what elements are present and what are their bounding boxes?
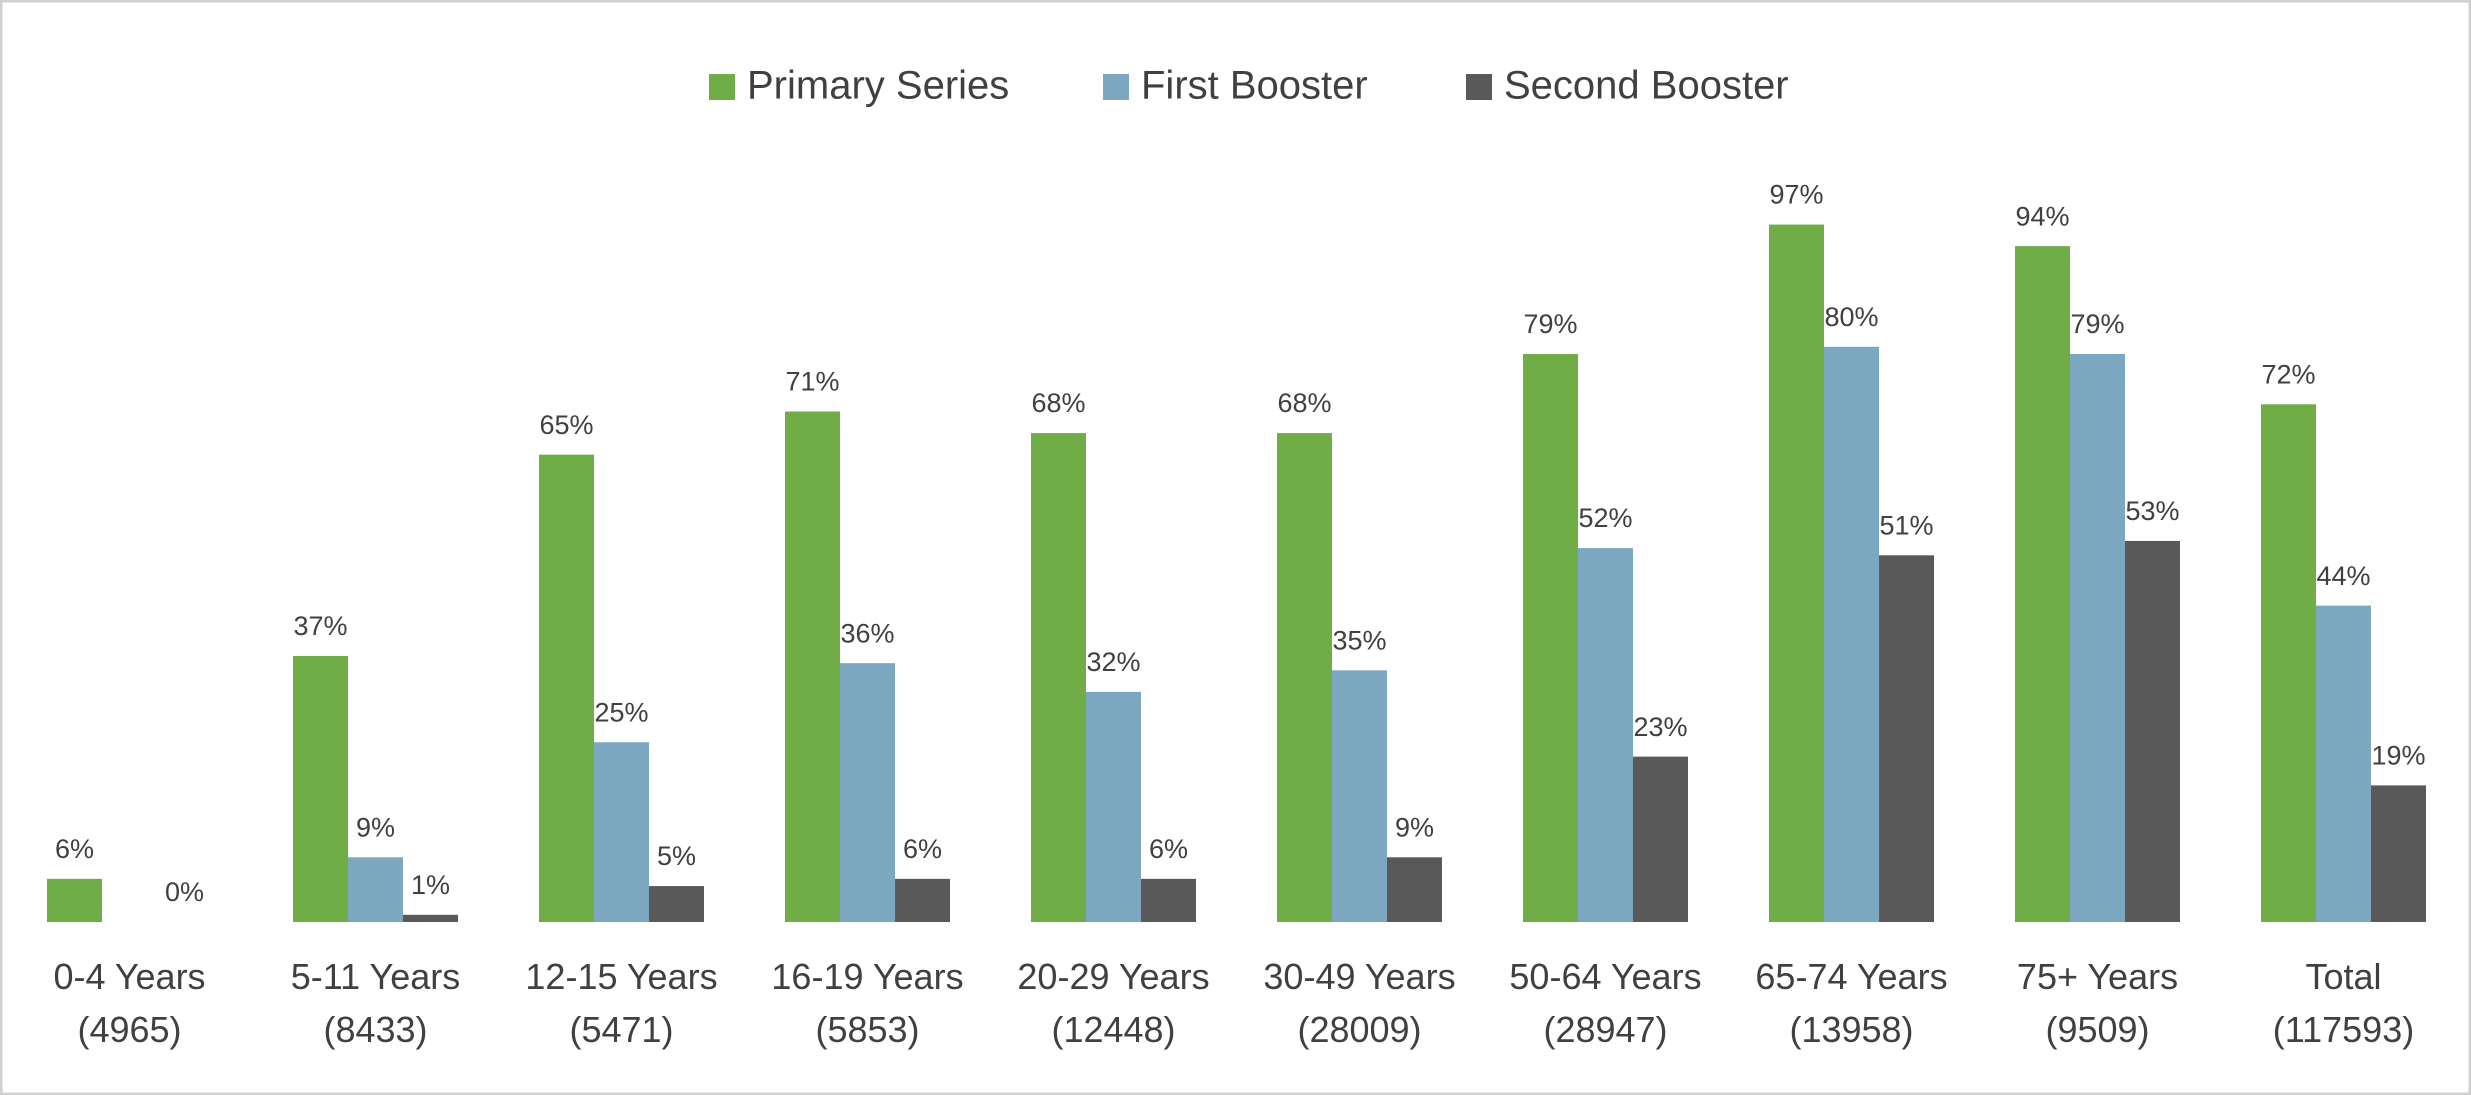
bar xyxy=(1141,878,1196,922)
bar xyxy=(1769,224,1824,922)
data-label: 9% xyxy=(356,812,395,842)
x-tick-label-line: 5-11 Years xyxy=(291,956,460,997)
data-label: 19% xyxy=(2371,741,2425,771)
legend-label: Primary Series xyxy=(747,64,1009,108)
bar xyxy=(293,655,348,922)
bar xyxy=(785,411,840,922)
data-label: 65% xyxy=(539,410,593,440)
data-label: 79% xyxy=(2070,309,2124,339)
data-label: 36% xyxy=(840,618,894,648)
x-tick-label: 65-74 Years (13958) xyxy=(1755,956,1947,1050)
data-label: 37% xyxy=(293,611,347,641)
bar xyxy=(2371,785,2426,922)
data-label: 53% xyxy=(2125,496,2179,526)
bar xyxy=(1879,555,1934,922)
data-label: 44% xyxy=(2316,561,2370,591)
x-tick-label-line: 0-4 Years xyxy=(53,956,205,997)
x-tick-label-line: Total xyxy=(2305,956,2381,997)
x-tick-label-line: (9509) xyxy=(2045,1009,2149,1050)
bar xyxy=(649,886,704,922)
x-tick-label-line: (12448) xyxy=(1051,1009,1175,1050)
x-tick-label-line: 16-19 Years xyxy=(771,956,963,997)
bar xyxy=(2261,404,2316,922)
bar xyxy=(1086,691,1141,922)
data-label: 80% xyxy=(1824,302,1878,332)
x-tick-label: 20-29 Years (12448) xyxy=(1017,956,1209,1050)
x-tick-label: Total (117593) xyxy=(2273,956,2414,1050)
bar xyxy=(840,663,895,922)
data-label: 6% xyxy=(55,834,94,864)
data-label: 25% xyxy=(594,697,648,727)
data-label: 68% xyxy=(1031,388,1085,418)
x-tick-label: 50-64 Years (28947) xyxy=(1509,956,1701,1050)
x-tick-label-line: (117593) xyxy=(2273,1009,2414,1050)
data-label: 9% xyxy=(1395,812,1434,842)
bar xyxy=(1633,756,1688,922)
legend-swatch xyxy=(1466,74,1492,100)
bar xyxy=(1387,857,1442,922)
x-tick-label-line: 50-64 Years xyxy=(1509,956,1701,997)
data-label: 6% xyxy=(903,834,942,864)
data-label: 52% xyxy=(1578,503,1632,533)
bar xyxy=(895,878,950,922)
data-label: 6% xyxy=(1149,834,1188,864)
data-label: 79% xyxy=(1523,309,1577,339)
bar xyxy=(2125,540,2180,922)
x-tick-label-line: 65-74 Years xyxy=(1755,956,1947,997)
bar xyxy=(2070,353,2125,922)
x-tick-label-line: (5471) xyxy=(569,1009,673,1050)
data-label: 94% xyxy=(2015,201,2069,231)
x-tick-label-line: 20-29 Years xyxy=(1017,956,1209,997)
bar xyxy=(1578,548,1633,922)
x-tick-label-line: (4965) xyxy=(77,1009,181,1050)
x-tick-label-line: (5853) xyxy=(815,1009,919,1050)
data-label: 0% xyxy=(165,877,204,907)
data-label: 35% xyxy=(1332,625,1386,655)
x-tick-label-line: (28947) xyxy=(1543,1009,1667,1050)
x-tick-label-line: (8433) xyxy=(323,1009,427,1050)
bar xyxy=(2316,605,2371,922)
data-label: 1% xyxy=(411,870,450,900)
x-tick-label: 5-11 Years (8433) xyxy=(291,956,460,1050)
data-label: 97% xyxy=(1769,180,1823,210)
bar xyxy=(403,914,458,922)
bar xyxy=(1523,353,1578,922)
bar xyxy=(348,857,403,922)
bar xyxy=(1031,433,1086,922)
x-tick-label-line: 75+ Years xyxy=(2017,956,2178,997)
data-label: 71% xyxy=(785,367,839,397)
data-label: 5% xyxy=(657,841,696,871)
x-tick-label-line: (13958) xyxy=(1789,1009,1913,1050)
legend-swatch xyxy=(1103,74,1129,100)
x-tick-label: 30-49 Years (28009) xyxy=(1263,956,1455,1050)
x-tick-label: 0-4 Years (4965) xyxy=(53,956,205,1050)
bar xyxy=(1824,346,1879,922)
legend-label: First Booster xyxy=(1141,64,1368,108)
bar xyxy=(1332,670,1387,922)
x-tick-label-line: 12-15 Years xyxy=(525,956,717,997)
data-label: 32% xyxy=(1086,647,1140,677)
legend-label: Second Booster xyxy=(1504,64,1789,108)
legend-swatch xyxy=(709,74,735,100)
bar xyxy=(2015,246,2070,922)
bar xyxy=(1277,433,1332,922)
x-tick-label: 12-15 Years (5471) xyxy=(525,956,717,1050)
x-tick-label: 75+ Years (9509) xyxy=(2017,956,2178,1050)
bar xyxy=(47,878,102,922)
x-tick-label-line: 30-49 Years xyxy=(1263,956,1455,997)
bar xyxy=(594,742,649,922)
data-label: 23% xyxy=(1633,712,1687,742)
bar xyxy=(539,454,594,922)
data-label: 68% xyxy=(1277,388,1331,418)
x-tick-label-line: (28009) xyxy=(1297,1009,1421,1050)
x-tick-label: 16-19 Years (5853) xyxy=(771,956,963,1050)
data-label: 51% xyxy=(1879,510,1933,540)
data-label: 72% xyxy=(2261,359,2315,389)
